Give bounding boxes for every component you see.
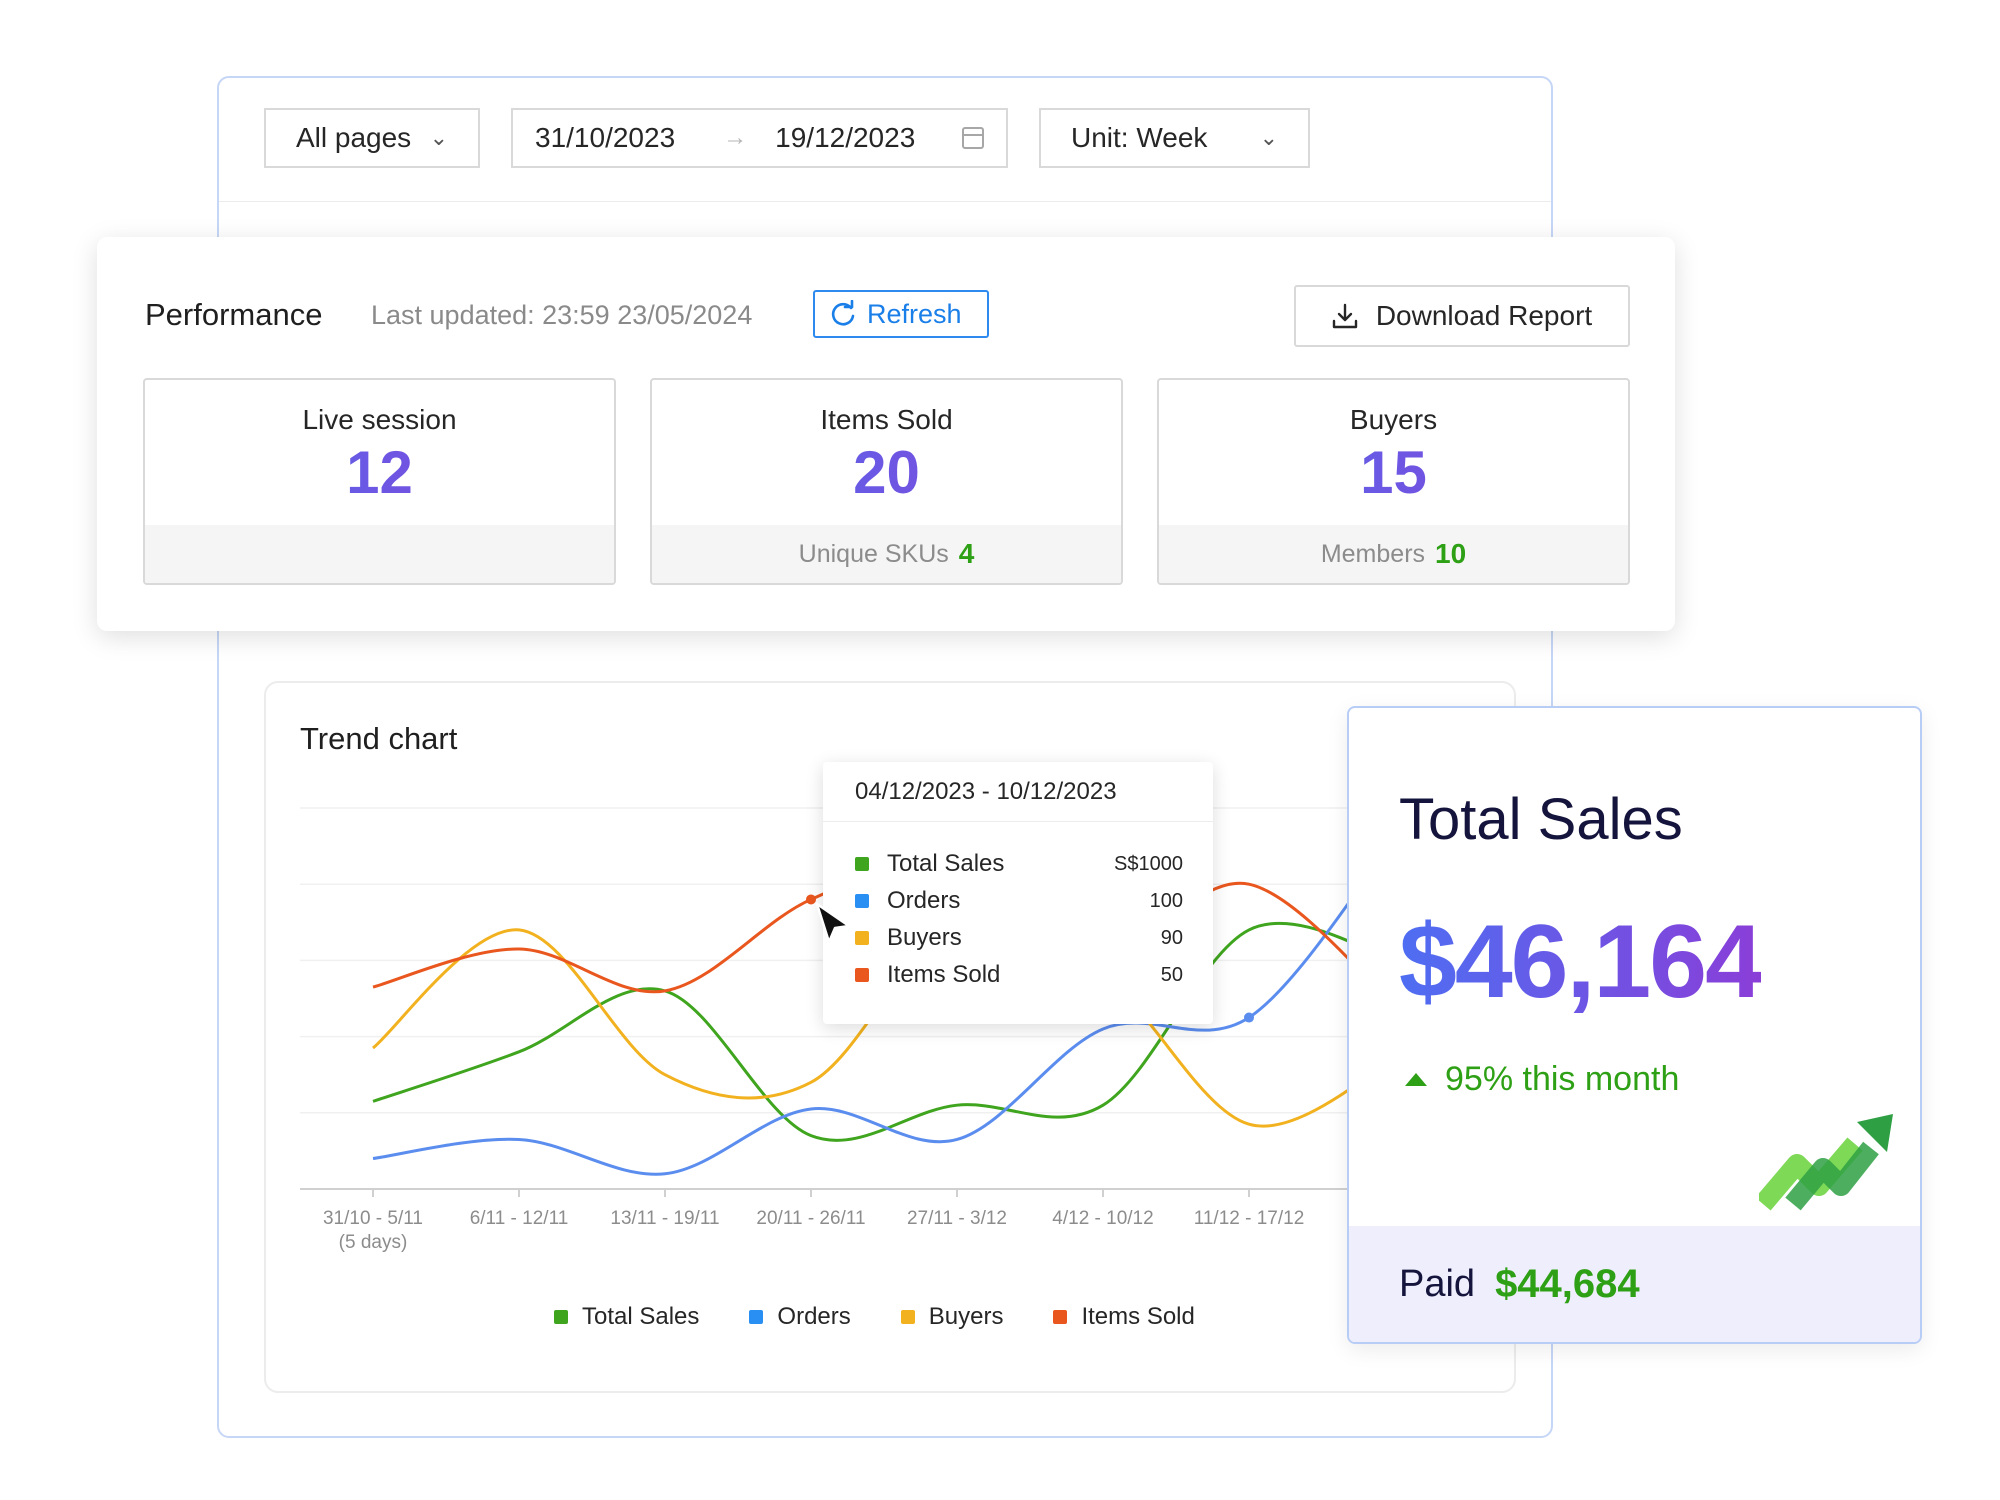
series-line-total-sales[interactable] <box>372 922 1396 1142</box>
metric-footer-value: 4 <box>958 538 975 569</box>
download-icon <box>1332 303 1358 329</box>
unit-select-value: Unit: Week <box>1071 122 1208 153</box>
performance-card: Performance Last updated: 23:59 23/05/20… <box>97 237 1675 631</box>
tooltip-value: 90 <box>1160 926 1183 949</box>
data-point-marker[interactable] <box>1244 1012 1254 1023</box>
calendar-icon[interactable] <box>962 127 984 149</box>
tooltip-period: 04/12/2023 - 10/12/2023 <box>823 762 1213 822</box>
chart-tooltip: 04/12/2023 - 10/12/2023 Total Sales S$100… <box>823 762 1213 1024</box>
legend-item-total-sales[interactable]: Total Sales <box>554 1303 699 1331</box>
end-date[interactable]: 19/12/2023 <box>775 122 916 153</box>
triangle-up-icon <box>1405 1073 1427 1086</box>
total-sales-amount: $46,164 <box>1399 904 1763 1020</box>
x-tick-label: 13/11 - 19/11 <box>610 1208 719 1229</box>
tooltip-swatch <box>855 857 869 871</box>
metric-footer: Members 10 <box>1159 525 1628 583</box>
tooltip-value: 50 <box>1160 963 1183 986</box>
start-date[interactable]: 31/10/2023 <box>535 122 676 153</box>
refresh-label: Refresh <box>867 298 962 329</box>
legend-swatch <box>900 1310 915 1324</box>
download-report-button[interactable]: Download Report <box>1294 285 1630 347</box>
total-sales-card: Total Sales $46,164 95% this month Paid … <box>1347 706 1922 1344</box>
refresh-icon <box>831 300 855 326</box>
legend-label: Buyers <box>928 1303 1004 1330</box>
paid-value: $44,684 <box>1495 1261 1640 1306</box>
x-tick-label: 4/12 - 10/12 <box>1052 1208 1153 1229</box>
metric-value: 20 <box>652 438 1121 507</box>
download-label: Download Report <box>1375 300 1593 331</box>
metric-card-buyers[interactable]: Buyers 15 Members 10 <box>1157 378 1630 585</box>
legend-label: Items Sold <box>1081 1303 1195 1330</box>
tooltip-label: Buyers <box>887 924 962 951</box>
sales-growth: 95% this month <box>1405 1060 1679 1099</box>
filter-bar: All pages ⌄ 31/10/2023 → 19/12/2023 Unit… <box>219 78 1551 202</box>
metric-value: 15 <box>1159 438 1628 507</box>
legend-label: Total Sales <box>582 1303 700 1330</box>
metric-card-items-sold[interactable]: Items Sold 20 Unique SKUs 4 <box>650 378 1123 585</box>
legend-label: Orders <box>777 1303 851 1330</box>
tooltip-swatch <box>855 968 869 982</box>
tooltip-row-buyers: Buyers 90 <box>855 924 1183 952</box>
x-tick-label: 11/12 - 17/12 <box>1194 1208 1305 1229</box>
x-tick-label: 31/10 - 5/11 <box>323 1208 423 1229</box>
legend-swatch <box>554 1310 568 1324</box>
pages-select-value: All pages <box>296 122 412 153</box>
legend-swatch <box>749 1310 764 1324</box>
trend-up-arrow-icon <box>1759 1114 1893 1211</box>
metric-footer-value: 10 <box>1435 538 1467 569</box>
metric-label: Live session <box>302 404 457 435</box>
unit-select[interactable]: Unit: Week ⌄ <box>1039 108 1310 168</box>
metric-footer <box>145 525 614 583</box>
paid-bar: Paid $44,684 <box>1349 1226 1920 1342</box>
metric-card-live-session[interactable]: Live session 12 <box>143 378 616 585</box>
pages-select[interactable]: All pages ⌄ <box>264 108 480 168</box>
legend-item-buyers[interactable]: Buyers <box>900 1303 1004 1331</box>
tooltip-row-items-sold: Items Sold 50 <box>855 961 1183 989</box>
performance-title: Performance <box>145 297 323 332</box>
total-sales-title: Total Sales <box>1399 787 1683 852</box>
metric-value: 12 <box>145 438 614 507</box>
last-updated-text: Last updated: 23:59 23/05/2024 <box>371 300 753 330</box>
mouse-pointer-icon <box>815 902 851 944</box>
tooltip-swatch <box>855 894 869 908</box>
tooltip-label: Items Sold <box>887 961 1001 988</box>
chevron-down-icon: ⌄ <box>1259 125 1278 150</box>
metric-label: Items Sold <box>820 404 953 435</box>
arrow-right-icon: → <box>723 124 748 151</box>
legend-swatch <box>1053 1310 1068 1324</box>
x-tick-label: (5 days) <box>339 1232 408 1253</box>
data-point-marker[interactable] <box>806 894 816 905</box>
refresh-button[interactable]: Refresh <box>813 290 989 338</box>
metric-footer-label: Unique SKUs <box>798 539 949 568</box>
tooltip-swatch <box>855 931 869 945</box>
tooltip-label: Orders <box>887 887 961 914</box>
x-tick-label: 20/11 - 26/11 <box>756 1208 865 1229</box>
metric-footer-label: Members <box>1320 539 1426 568</box>
paid-label: Paid <box>1399 1262 1476 1305</box>
tooltip-row-total-sales: Total Sales S$1000 <box>855 850 1183 878</box>
sales-growth-text: 95% this month <box>1445 1060 1680 1098</box>
date-range-picker[interactable]: 31/10/2023 → 19/12/2023 <box>511 108 1008 168</box>
chevron-down-icon: ⌄ <box>429 125 448 150</box>
chart-legend: Total Sales Orders Buyers Items Sold <box>554 1303 1195 1331</box>
metric-label: Buyers <box>1349 404 1438 435</box>
tooltip-value: S$1000 <box>1114 852 1183 875</box>
tooltip-row-orders: Orders 100 <box>855 887 1183 915</box>
x-tick-label: 6/11 - 12/11 <box>470 1208 569 1229</box>
trend-chart-title: Trend chart <box>300 721 458 756</box>
tooltip-label: Total Sales <box>887 850 1005 877</box>
tooltip-value: 100 <box>1149 889 1183 912</box>
x-tick-label: 27/11 - 3/12 <box>907 1208 1007 1229</box>
legend-item-items-sold[interactable]: Items Sold <box>1053 1303 1195 1331</box>
legend-item-orders[interactable]: Orders <box>749 1303 851 1331</box>
metric-footer: Unique SKUs 4 <box>652 525 1121 583</box>
